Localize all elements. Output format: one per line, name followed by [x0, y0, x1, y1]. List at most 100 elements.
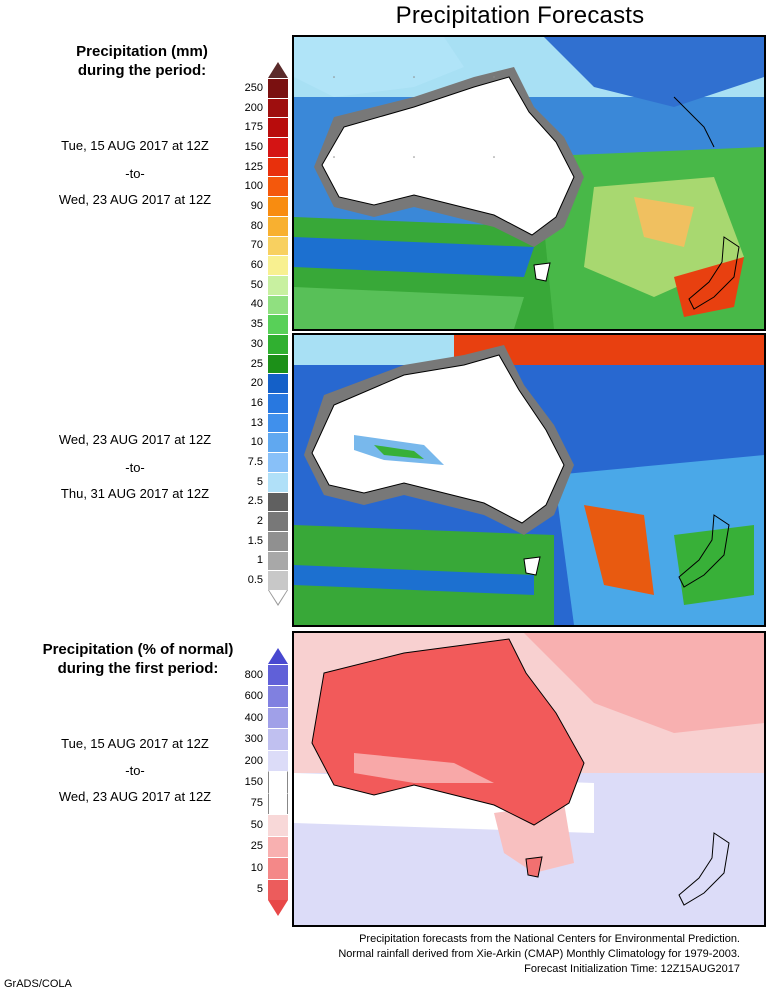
colorbar-swatch	[268, 452, 288, 472]
colorbar-bottom-arrow-fill	[269, 590, 287, 604]
colorbar-tick-label: 150	[244, 776, 263, 788]
footer-notes: Precipitation forecasts from the Nationa…	[300, 932, 740, 977]
colorbar-tick-label: 25	[250, 357, 263, 370]
period2-sep: -to-	[125, 460, 145, 475]
map-panel-period2	[292, 333, 766, 627]
colorbar-swatch	[268, 176, 288, 197]
colorbar-swatch	[268, 255, 288, 275]
colorbar-tick-label: 400	[244, 711, 263, 724]
colorbar-tick-label: 1	[256, 554, 263, 567]
colorbar-swatch	[268, 792, 288, 815]
colorbar-tick-label: 300	[244, 733, 263, 746]
colorbar-tick-label: 35	[250, 318, 263, 331]
colorbar-tick-label: 125	[244, 160, 263, 173]
colorbar-swatch	[268, 373, 288, 394]
grid-dots	[333, 76, 495, 158]
colorbar-tick-label: 50	[250, 818, 263, 831]
percent-heading-line1: Precipitation (% of normal)	[42, 641, 234, 658]
colorbar-swatch	[268, 97, 288, 118]
colorbar-tick-label: 25	[250, 840, 263, 853]
colorbar-tick-label: 16	[250, 396, 263, 409]
amount-colorbar	[268, 62, 288, 606]
colorbar-tick-label: 600	[244, 690, 263, 703]
percent-colorbar	[268, 648, 288, 916]
colorbar-tick-label: 175	[244, 121, 263, 134]
colorbar-tick-label: 150	[244, 140, 263, 153]
colorbar-tick-label: 30	[250, 337, 263, 350]
colorbar-swatch	[268, 749, 288, 772]
footer-line1: Precipitation forecasts from the Nationa…	[359, 933, 740, 945]
colorbar-swatch	[268, 215, 288, 236]
colorbar-tick-label: 90	[250, 200, 263, 212]
colorbar-swatch	[268, 878, 288, 900]
map-percent-svg	[294, 633, 764, 925]
amount-legend-heading: Precipitation (mm) during the period:	[22, 42, 262, 80]
colorbar-swatch	[268, 664, 288, 686]
colorbar-tick-label: 70	[250, 239, 263, 252]
colorbar-tick-label: 800	[244, 668, 263, 681]
period3-start: Tue, 15 AUG 2017 at 12Z	[61, 736, 209, 751]
map-panel-period1	[292, 35, 766, 331]
colorbar-tick-label: 0.5	[247, 574, 263, 587]
colorbar-swatch	[268, 334, 288, 354]
map-period1-svg	[294, 37, 764, 329]
colorbar-tick-label: 7.5	[247, 456, 263, 468]
colorbar-tick-label: 5	[256, 883, 263, 896]
colorbar-swatch	[268, 353, 288, 374]
colorbar-tick-label: 40	[250, 298, 263, 311]
colorbar-tick-label: 100	[244, 180, 263, 193]
page-title: Precipitation Forecasts	[395, 2, 645, 29]
colorbar-tick-label: 13	[250, 416, 263, 429]
colorbar-swatch	[268, 294, 288, 315]
colorbar-tick-label: 75	[250, 797, 263, 810]
colorbar-swatch	[268, 196, 288, 216]
amount-heading-line1: Precipitation (mm)	[76, 43, 208, 60]
colorbar-swatch	[268, 137, 288, 157]
colorbar-swatch	[268, 570, 288, 590]
colorbar-top-arrow	[268, 62, 288, 78]
colorbar-swatch	[268, 530, 288, 551]
colorbar-tick-label: 60	[250, 259, 263, 272]
colorbar-swatch	[268, 857, 288, 879]
colorbar-tick-label: 5	[256, 475, 263, 488]
colorbar-tick-label: 10	[250, 436, 263, 449]
colorbar-swatch	[268, 685, 288, 707]
percent-legend-heading: Precipitation (% of normal) during the f…	[8, 640, 268, 678]
colorbar-tick-label: 1.5	[247, 534, 263, 547]
period1-sep: -to-	[125, 166, 145, 181]
grads-credit: GrADS/COLA	[4, 978, 72, 990]
colorbar-bottom-arrow	[268, 900, 288, 916]
colorbar-top-arrow	[268, 648, 288, 664]
period2-start: Wed, 23 AUG 2017 at 12Z	[58, 432, 212, 447]
colorbar-tick-label: 2.5	[247, 495, 263, 508]
colorbar-swatch	[268, 814, 288, 836]
colorbar-swatch	[268, 835, 288, 858]
period3-end: Wed, 23 AUG 2017 at 12Z	[58, 789, 212, 804]
colorbar-swatch	[268, 728, 288, 750]
colorbar-swatch	[268, 156, 288, 177]
period3-sep: -to-	[125, 763, 145, 778]
colorbar-swatch	[268, 491, 288, 512]
colorbar-swatch	[268, 706, 288, 729]
colorbar-swatch	[268, 78, 288, 98]
amount-heading-line2: during the period:	[77, 62, 207, 79]
map-panel-percent	[292, 631, 766, 927]
colorbar-swatch	[268, 393, 288, 413]
colorbar-swatch	[268, 274, 288, 295]
colorbar-swatch	[268, 550, 288, 571]
colorbar-swatch	[268, 432, 288, 453]
period1-end: Wed, 23 AUG 2017 at 12Z	[58, 192, 212, 207]
period1-start: Tue, 15 AUG 2017 at 12Z	[61, 138, 209, 153]
percent-heading-line2: during the first period:	[57, 660, 219, 677]
footer-line3: Forecast Initialization Time: 12Z15AUG20…	[524, 963, 740, 975]
colorbar-swatch	[268, 412, 288, 433]
colorbar-tick-label: 200	[244, 754, 263, 767]
colorbar-tick-label: 250	[244, 81, 263, 94]
colorbar-tick-label: 80	[250, 219, 263, 232]
colorbar-swatch	[268, 314, 288, 334]
colorbar-tick-label: 200	[244, 101, 263, 114]
colorbar-tick-label: 2	[256, 515, 263, 528]
map-period2-svg	[294, 335, 764, 625]
colorbar-swatch	[268, 471, 288, 492]
colorbar-tick-label: 50	[250, 278, 263, 291]
